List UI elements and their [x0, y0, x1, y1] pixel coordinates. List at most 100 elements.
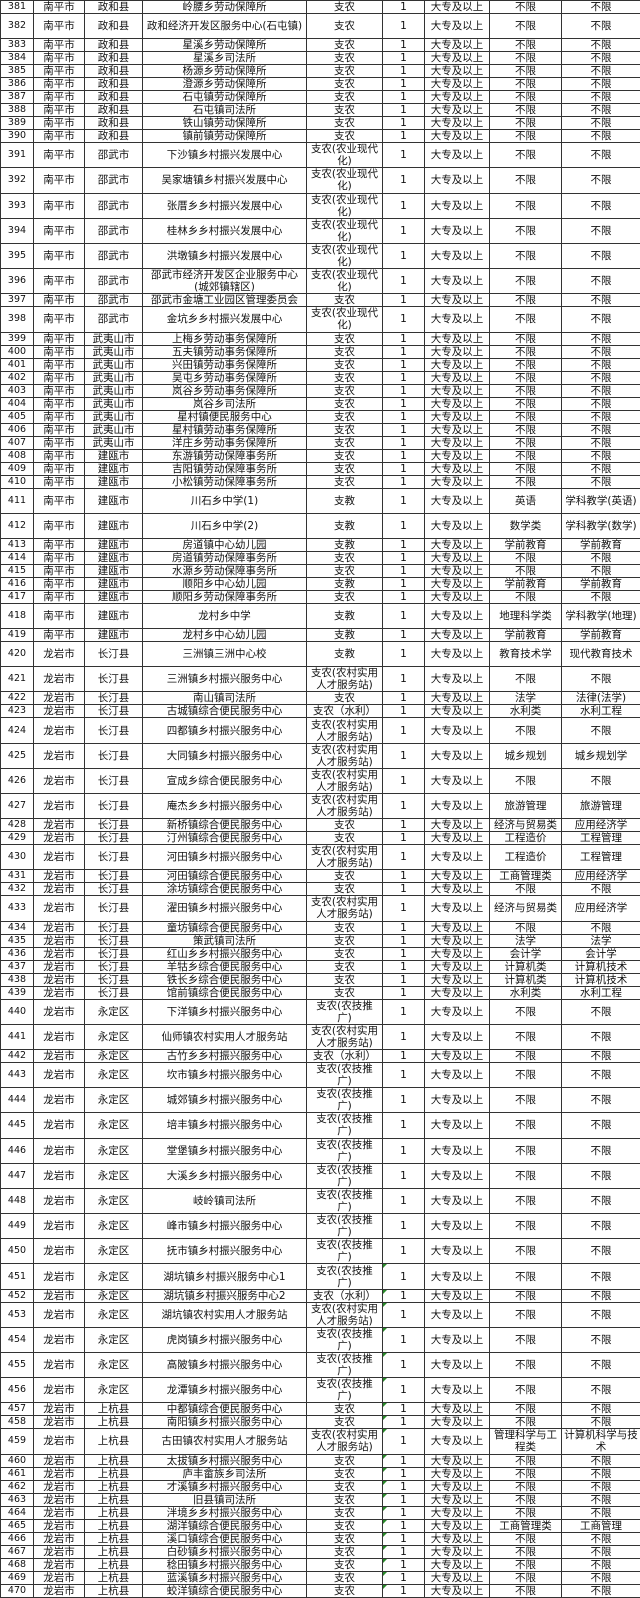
cell-row-number: 452 — [1, 1289, 34, 1302]
cell-county: 永定区 — [85, 1302, 143, 1327]
cell-headcount: 1 — [383, 986, 425, 999]
cell-position-type: 支农 — [307, 371, 383, 384]
cell-headcount: 1 — [383, 1571, 425, 1584]
cell-education: 大专及以上 — [425, 1416, 490, 1429]
cell-city: 龙岩市 — [34, 1049, 85, 1062]
cell-education: 大专及以上 — [425, 1138, 490, 1163]
cell-position-type: 支农 — [307, 883, 383, 896]
cell-row-number: 466 — [1, 1532, 34, 1545]
cell-row-number: 408 — [1, 449, 34, 462]
cell-education: 大专及以上 — [425, 1062, 490, 1087]
cell-major-postgrad: 不限 — [562, 1062, 640, 1087]
cell-major-postgrad: 水利工程 — [562, 986, 640, 999]
cell-county: 上杭县 — [85, 1571, 143, 1584]
cell-major-postgrad: 不限 — [562, 143, 640, 168]
cell-position-type: 支农 — [307, 947, 383, 960]
cell-major-postgrad: 应用经济学 — [562, 896, 640, 921]
cell-major-postgrad: 不限 — [562, 1049, 640, 1062]
cell-major-undergrad: 不限 — [490, 1454, 562, 1467]
cell-education: 大专及以上 — [425, 947, 490, 960]
cell-headcount: 1 — [383, 705, 425, 718]
cell-major-undergrad: 学前教育 — [490, 577, 562, 590]
cell-major-postgrad: 工商管理 — [562, 1519, 640, 1532]
cell-row-number: 412 — [1, 513, 34, 538]
cell-position-type: 支农 — [307, 1493, 383, 1506]
cell-education: 大专及以上 — [425, 243, 490, 268]
cell-unit: 杨源乡劳动保障所 — [143, 65, 307, 78]
cell-unit: 邵武市金塘工业园区管理委员会 — [143, 294, 307, 307]
cell-position-type: 支农 — [307, 1519, 383, 1532]
cell-major-undergrad: 不限 — [490, 1480, 562, 1493]
cell-row-number: 435 — [1, 934, 34, 947]
cell-county: 永定区 — [85, 1378, 143, 1403]
cell-unit: 馆前镇综合便民服务中心 — [143, 986, 307, 999]
cell-row-number: 441 — [1, 1024, 34, 1049]
cell-education: 大专及以上 — [425, 1049, 490, 1062]
cell-position-type: 支农(农技推广) — [307, 1378, 383, 1403]
cell-county: 建瓯市 — [85, 577, 143, 590]
cell-major-undergrad: 不限 — [490, 1163, 562, 1188]
cell-city: 南平市 — [34, 130, 85, 143]
cell-row-number: 454 — [1, 1327, 34, 1352]
cell-row-number: 425 — [1, 743, 34, 768]
cell-education: 大专及以上 — [425, 960, 490, 973]
cell-row-number: 465 — [1, 1519, 34, 1532]
cell-headcount: 1 — [383, 462, 425, 475]
cell-headcount: 1 — [383, 1138, 425, 1163]
cell-headcount: 1 — [383, 1353, 425, 1378]
cell-city: 南平市 — [34, 577, 85, 590]
cell-headcount: 1 — [383, 896, 425, 921]
cell-county: 长汀县 — [85, 973, 143, 986]
cell-headcount: 1 — [383, 1264, 425, 1289]
cell-county: 政和县 — [85, 104, 143, 117]
cell-major-postgrad: 不限 — [562, 193, 640, 218]
cell-headcount: 1 — [383, 1113, 425, 1138]
cell-county: 上杭县 — [85, 1558, 143, 1571]
cell-city: 龙岩市 — [34, 1188, 85, 1213]
cell-unit: 汀州镇综合便民服务中心 — [143, 832, 307, 845]
cell-major-undergrad: 不限 — [490, 1532, 562, 1545]
cell-city: 南平市 — [34, 475, 85, 488]
cell-major-postgrad: 不限 — [562, 1353, 640, 1378]
cell-headcount: 1 — [383, 269, 425, 294]
cell-major-postgrad: 不限 — [562, 1454, 640, 1467]
cell-headcount: 1 — [383, 475, 425, 488]
cell-county: 武夷山市 — [85, 410, 143, 423]
cell-unit: 高陂镇乡村振兴服务中心 — [143, 1353, 307, 1378]
cell-major-undergrad: 不限 — [490, 1416, 562, 1429]
cell-headcount: 1 — [383, 794, 425, 819]
cell-county: 上杭县 — [85, 1493, 143, 1506]
cell-major-postgrad: 城乡规划学 — [562, 743, 640, 768]
cell-county: 长汀县 — [85, 883, 143, 896]
cell-row-number: 436 — [1, 947, 34, 960]
cell-row-number: 403 — [1, 384, 34, 397]
cell-county: 邵武市 — [85, 294, 143, 307]
cell-major-postgrad: 不限 — [562, 1506, 640, 1519]
cell-unit: 房道镇中心幼儿园 — [143, 538, 307, 551]
cell-major-undergrad: 学前教育 — [490, 629, 562, 642]
cell-position-type: 支农 — [307, 1480, 383, 1493]
cell-city: 南平市 — [34, 39, 85, 52]
cell-row-number: 419 — [1, 629, 34, 642]
cell-headcount: 1 — [383, 1214, 425, 1239]
cell-major-postgrad: 不限 — [562, 1584, 640, 1597]
cell-position-type: 支农 — [307, 1467, 383, 1480]
cell-education: 大专及以上 — [425, 1558, 490, 1571]
cell-row-number: 411 — [1, 488, 34, 513]
cell-major-postgrad: 不限 — [562, 462, 640, 475]
cell-headcount: 1 — [383, 243, 425, 268]
cell-education: 大专及以上 — [425, 1532, 490, 1545]
